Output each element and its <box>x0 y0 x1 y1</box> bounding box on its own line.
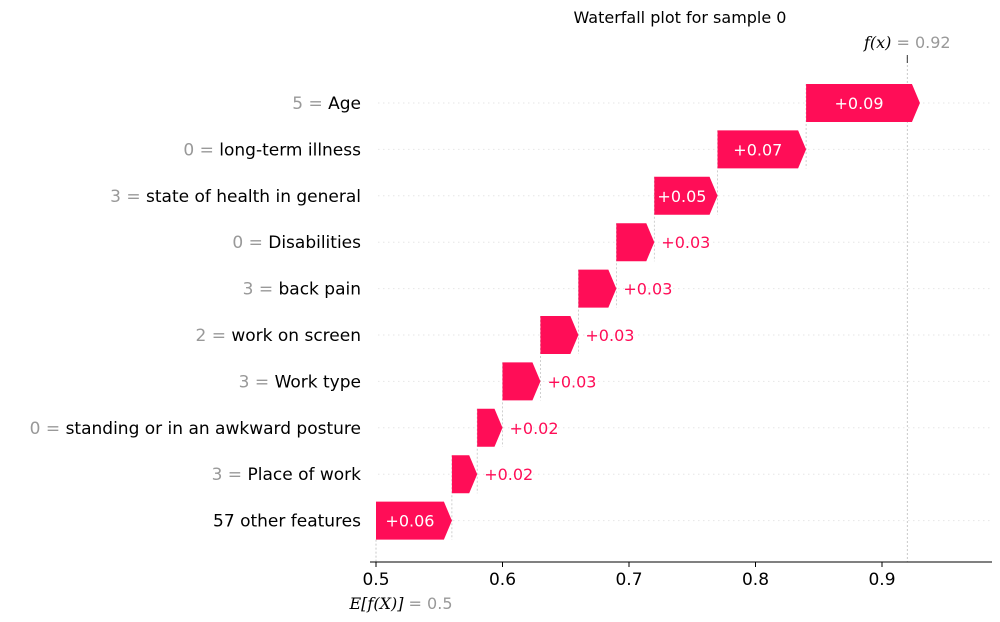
waterfall-bar <box>806 84 920 122</box>
output-value-annotation: f(x) = 0.92 <box>863 33 951 52</box>
waterfall-bar <box>451 455 478 494</box>
feature-label: 3 = state of health in general <box>110 187 361 207</box>
feature-label: 0 = long-term illness <box>183 140 361 160</box>
feature-label: 3 = Work type <box>239 372 361 392</box>
feature-labels: 5 = Age 0 = long-term illness 3 = state of… <box>30 94 361 532</box>
bar-value-label: +0.03 <box>623 280 672 299</box>
x-tick-label: 0.8 <box>742 570 769 590</box>
waterfall-bar <box>717 130 807 169</box>
bar-value-label: +0.09 <box>835 94 884 113</box>
bar-value-label: +0.03 <box>547 372 596 391</box>
feature-label: 0 = standing or in an awkward posture <box>30 419 361 439</box>
x-tick-label: 0.5 <box>362 570 389 590</box>
feature-label: 3 = back pain <box>243 280 361 300</box>
chart-title: Waterfall plot for sample 0 <box>574 8 787 27</box>
feature-label: 5 = Age <box>292 94 361 114</box>
x-tick-label: 0.9 <box>868 570 895 590</box>
feature-label: 2 = work on screen <box>195 326 361 346</box>
waterfall-bar <box>477 408 503 447</box>
waterfall-bar <box>578 269 617 308</box>
bar-value-label: +0.02 <box>484 465 533 484</box>
waterfall-bar <box>376 501 452 540</box>
waterfall-bar <box>616 223 655 262</box>
feature-label: 0 = Disabilities <box>232 233 361 253</box>
x-axis: 0.5 0.6 0.7 0.8 0.9 <box>362 561 992 590</box>
connector-layer <box>375 55 908 562</box>
waterfall-bar <box>502 362 541 401</box>
waterfall-bar <box>540 316 579 354</box>
annotations: f(x) = 0.92 E[f(X)] = 0.5 <box>349 33 951 613</box>
x-tick-label: 0.6 <box>489 570 516 590</box>
bar-layer: +0.09 +0.07 +0.05 +0.03 +0.03 +0.03 +0.03 +0.02… <box>376 84 920 540</box>
waterfall-bar <box>654 176 718 215</box>
bar-value-label: +0.07 <box>733 140 782 159</box>
grid-layer <box>378 102 990 522</box>
bar-value-label: +0.06 <box>385 512 434 531</box>
feature-label: 57 other features <box>213 512 361 532</box>
bar-value-label: +0.03 <box>661 233 710 252</box>
base-value-annotation: E[f(X)] = 0.5 <box>349 594 453 613</box>
feature-label: 3 = Place of work <box>212 465 362 485</box>
bar-value-label: +0.03 <box>585 326 634 345</box>
bar-value-label: +0.02 <box>510 419 559 438</box>
bar-value-label: +0.05 <box>657 187 706 206</box>
x-tick-label: 0.7 <box>615 570 642 590</box>
